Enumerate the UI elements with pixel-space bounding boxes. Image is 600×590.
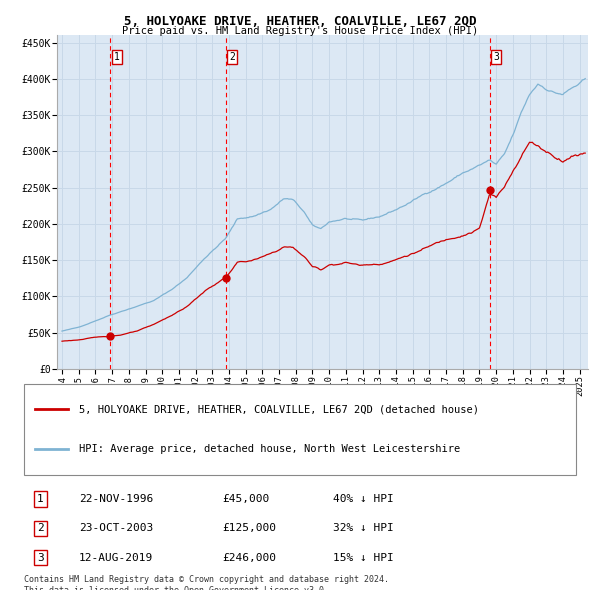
Text: 3: 3 (493, 52, 499, 62)
Text: 5, HOLYOAKE DRIVE, HEATHER, COALVILLE, LE67 2QD: 5, HOLYOAKE DRIVE, HEATHER, COALVILLE, L… (124, 15, 476, 28)
Text: 15% ↓ HPI: 15% ↓ HPI (333, 553, 394, 563)
Text: Price paid vs. HM Land Registry's House Price Index (HPI): Price paid vs. HM Land Registry's House … (122, 26, 478, 36)
Text: 1: 1 (114, 52, 119, 62)
Text: 40% ↓ HPI: 40% ↓ HPI (333, 494, 394, 504)
Text: 23-OCT-2003: 23-OCT-2003 (79, 523, 154, 533)
Text: 12-AUG-2019: 12-AUG-2019 (79, 553, 154, 563)
Text: £125,000: £125,000 (223, 523, 277, 533)
Text: £246,000: £246,000 (223, 553, 277, 563)
Text: 3: 3 (37, 553, 44, 563)
Text: 2: 2 (229, 52, 235, 62)
Text: HPI: Average price, detached house, North West Leicestershire: HPI: Average price, detached house, Nort… (79, 444, 460, 454)
Text: 32% ↓ HPI: 32% ↓ HPI (333, 523, 394, 533)
Text: 5, HOLYOAKE DRIVE, HEATHER, COALVILLE, LE67 2QD (detached house): 5, HOLYOAKE DRIVE, HEATHER, COALVILLE, L… (79, 404, 479, 414)
Text: 1: 1 (37, 494, 44, 504)
Text: 22-NOV-1996: 22-NOV-1996 (79, 494, 154, 504)
Text: Contains HM Land Registry data © Crown copyright and database right 2024.
This d: Contains HM Land Registry data © Crown c… (24, 575, 389, 590)
Text: 2: 2 (37, 523, 44, 533)
FancyBboxPatch shape (24, 384, 576, 475)
Text: £45,000: £45,000 (223, 494, 270, 504)
